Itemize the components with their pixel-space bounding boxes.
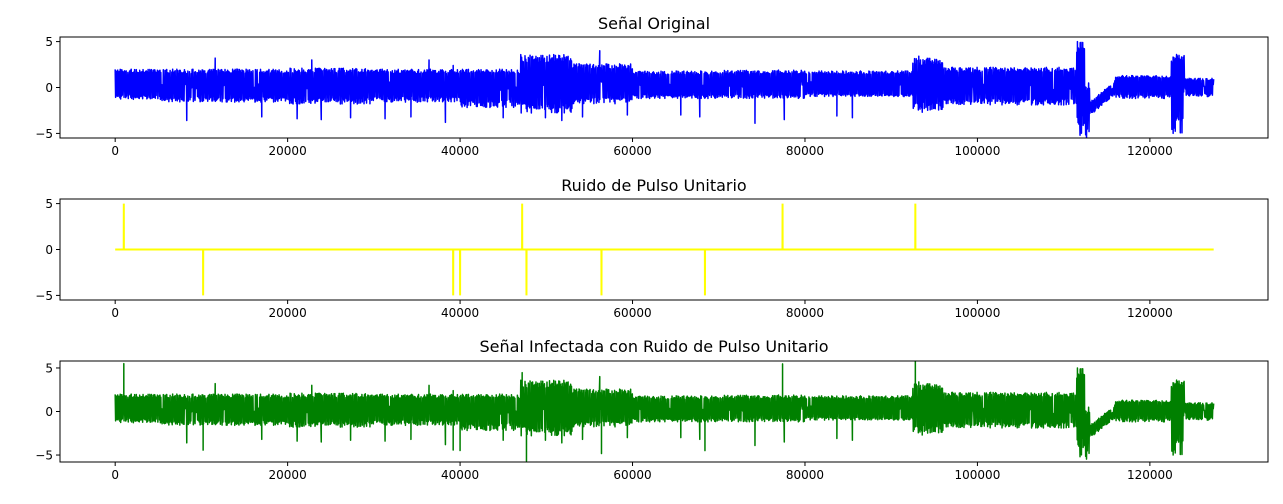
x-tick-label: 20000 — [269, 306, 307, 320]
y-tick-label: −5 — [35, 127, 53, 141]
y-tick-label: −5 — [35, 449, 53, 463]
x-tick-label: 40000 — [441, 306, 479, 320]
x-tick-label: 40000 — [441, 144, 479, 158]
x-tick-label: 20000 — [269, 144, 307, 158]
subplot-original-signal: Señal Original 0 20000 40000 60000 80000 1000… — [35, 14, 1269, 158]
subplot-title: Señal Infectada con Ruido de Pulso Unita… — [480, 337, 829, 356]
subplot-title: Señal Original — [598, 14, 710, 33]
y-tick-label: 0 — [45, 405, 53, 419]
x-tick-label: 0 — [111, 468, 119, 482]
x-tick-label: 80000 — [786, 468, 824, 482]
x-tick-label: 0 — [111, 144, 119, 158]
x-tick-label: 120000 — [1127, 468, 1173, 482]
y-tick-label: 5 — [45, 35, 53, 49]
x-tick-label: 60000 — [613, 468, 651, 482]
subplot-pulse-noise: Ruido de Pulso Unitario 0 20000 40000 60000… — [35, 176, 1269, 320]
x-tick-label: 80000 — [786, 306, 824, 320]
x-tick-label: 40000 — [441, 468, 479, 482]
x-tick-label: 100000 — [955, 468, 1001, 482]
series-line-infected — [114, 360, 1215, 462]
x-tick-label: 120000 — [1127, 144, 1173, 158]
x-tick-label: 100000 — [955, 144, 1001, 158]
x-tick-label: 80000 — [786, 144, 824, 158]
x-tick-label: 0 — [111, 306, 119, 320]
y-tick-label: 0 — [45, 81, 53, 95]
x-tick-label: 120000 — [1127, 306, 1173, 320]
y-tick-label: 5 — [45, 197, 53, 211]
subplot-infected-signal: Señal Infectada con Ruido de Pulso Unita… — [35, 337, 1269, 482]
x-tick-label: 60000 — [613, 306, 651, 320]
x-tick-label: 20000 — [269, 468, 307, 482]
x-tick-label: 60000 — [613, 144, 651, 158]
y-tick-label: −5 — [35, 289, 53, 303]
subplot-title: Ruido de Pulso Unitario — [561, 176, 746, 195]
y-tick-label: 5 — [45, 361, 53, 375]
series-line-pulse-noise — [115, 203, 1214, 296]
y-tick-label: 0 — [45, 243, 53, 257]
x-tick-label: 100000 — [955, 306, 1001, 320]
series-line-original — [114, 40, 1215, 139]
